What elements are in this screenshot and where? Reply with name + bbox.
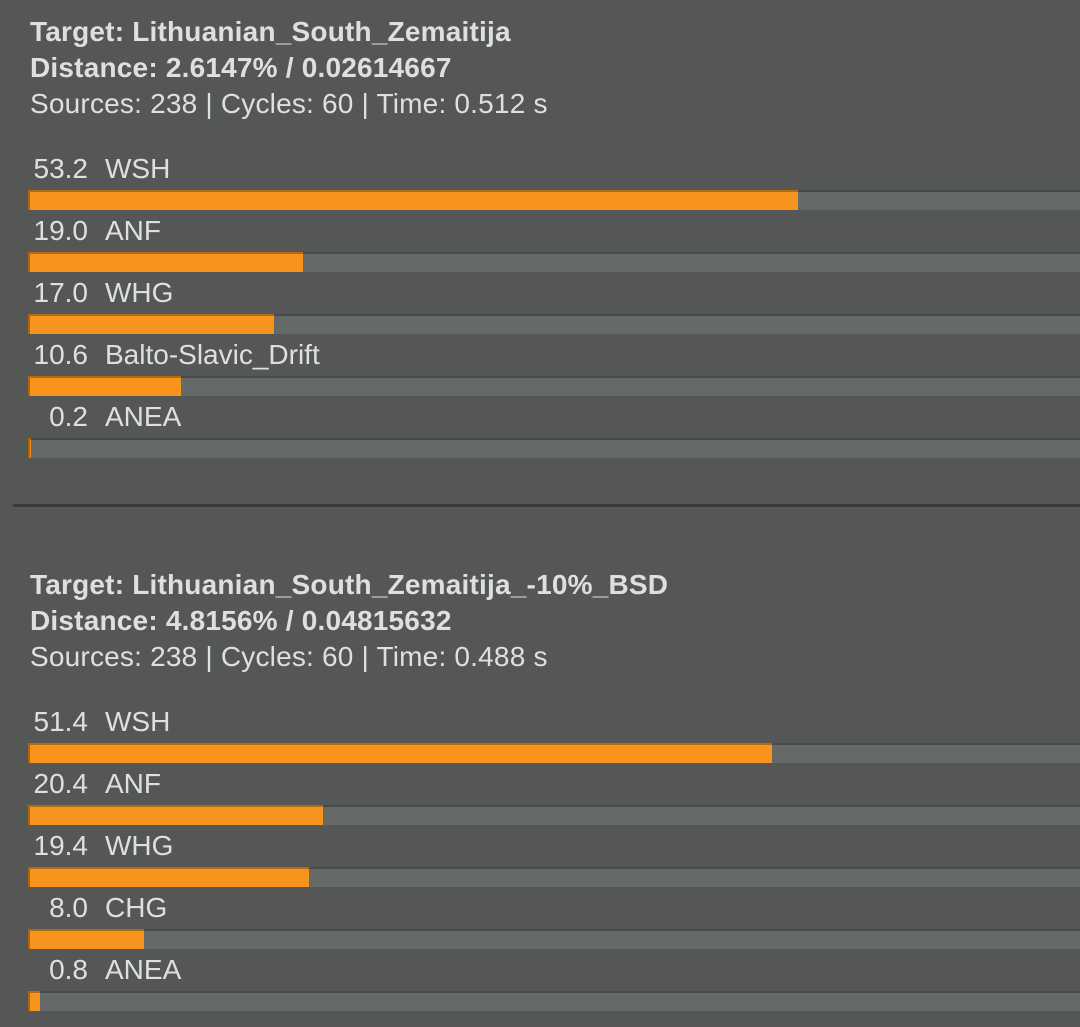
ancestry-row: 0.2 ANEA: [28, 396, 1080, 458]
target-line: Target: Lithuanian_South_Zemaitija: [30, 16, 511, 47]
result-header: Target: Lithuanian_South_Zemaitija_-10%_…: [30, 567, 1080, 675]
ancestry-rows: 51.4 WSH 20.4 ANF 19.4 WHG 8.0 CHG 0.8 ANEA: [0, 701, 1080, 1011]
row-value: 0.8: [49, 954, 88, 985]
bar-track: [28, 991, 1080, 1011]
bar-track: [28, 743, 1080, 763]
bar-fill: [28, 190, 798, 210]
row-value: 19.4: [33, 830, 89, 861]
row-category: WSH: [105, 153, 171, 184]
row-value: 53.2: [33, 153, 89, 184]
distance-line: Distance: 2.6147% / 0.02614667: [30, 52, 452, 83]
bar-track: [28, 438, 1080, 458]
bar-fill: [28, 376, 182, 396]
row-value: 10.6: [33, 339, 89, 370]
target-line: Target: Lithuanian_South_Zemaitija_-10%_…: [30, 569, 669, 600]
row-category: ANEA: [105, 954, 182, 985]
bar-track: [28, 252, 1080, 272]
row-value: 17.0: [33, 277, 89, 308]
row-category: ANF: [105, 768, 161, 799]
row-category: WHG: [105, 277, 174, 308]
row-value: 8.0: [49, 892, 88, 923]
stats-line: Sources: 238 | Cycles: 60 | Time: 0.512 …: [30, 88, 548, 119]
row-value: 20.4: [33, 768, 89, 799]
row-category: WHG: [105, 830, 174, 861]
row-label: 8.0 CHG: [28, 893, 1080, 923]
bar-track: [28, 867, 1080, 887]
row-label: 53.2 WSH: [28, 154, 1080, 184]
ancestry-row: 17.0 WHG: [28, 272, 1080, 334]
row-category: WSH: [105, 706, 171, 737]
bar-track: [28, 190, 1080, 210]
row-category: CHG: [105, 892, 168, 923]
bar-fill: [28, 314, 274, 334]
result-block-1: Target: Lithuanian_South_Zemaitija Dista…: [0, 14, 1080, 458]
bar-track: [28, 376, 1080, 396]
bar-fill: [28, 991, 40, 1011]
row-value: 51.4: [33, 706, 89, 737]
bar-fill: [28, 743, 772, 763]
row-category: ANF: [105, 215, 161, 246]
ancestry-row: 8.0 CHG: [28, 887, 1080, 949]
row-label: 10.6 Balto-Slavic_Drift: [28, 340, 1080, 370]
row-label: 20.4 ANF: [28, 769, 1080, 799]
row-category: Balto-Slavic_Drift: [105, 339, 320, 370]
ancestry-rows: 53.2 WSH 19.0 ANF 17.0 WHG 10.6 Balto-Slavic_Dr…: [0, 148, 1080, 458]
ancestry-row: 51.4 WSH: [28, 701, 1080, 763]
bar-track: [28, 929, 1080, 949]
row-label: 19.0 ANF: [28, 216, 1080, 246]
stats-line: Sources: 238 | Cycles: 60 | Time: 0.488 …: [30, 641, 548, 672]
row-value: 0.2: [49, 401, 88, 432]
ancestry-row: 53.2 WSH: [28, 148, 1080, 210]
bar-fill: [28, 805, 324, 825]
ancestry-row: 19.0 ANF: [28, 210, 1080, 272]
row-label: 19.4 WHG: [28, 831, 1080, 861]
row-label: 0.2 ANEA: [28, 402, 1080, 432]
row-category: ANEA: [105, 401, 182, 432]
ancestry-row: 10.6 Balto-Slavic_Drift: [28, 334, 1080, 396]
bar-track: [28, 314, 1080, 334]
bar-fill: [28, 438, 31, 458]
result-block-2: Target: Lithuanian_South_Zemaitija_-10%_…: [0, 567, 1080, 1011]
row-label: 17.0 WHG: [28, 278, 1080, 308]
ancestry-row: 0.8 ANEA: [28, 949, 1080, 1011]
result-header: Target: Lithuanian_South_Zemaitija Dista…: [30, 14, 1080, 122]
ancestry-row: 19.4 WHG: [28, 825, 1080, 887]
row-label: 51.4 WSH: [28, 707, 1080, 737]
bar-fill: [28, 867, 309, 887]
bar-fill: [28, 929, 144, 949]
distance-line: Distance: 4.8156% / 0.04815632: [30, 605, 452, 636]
bar-fill: [28, 252, 303, 272]
row-value: 19.0: [33, 215, 89, 246]
ancestry-row: 20.4 ANF: [28, 763, 1080, 825]
bar-track: [28, 805, 1080, 825]
section-divider: [13, 504, 1080, 507]
row-label: 0.8 ANEA: [28, 955, 1080, 985]
